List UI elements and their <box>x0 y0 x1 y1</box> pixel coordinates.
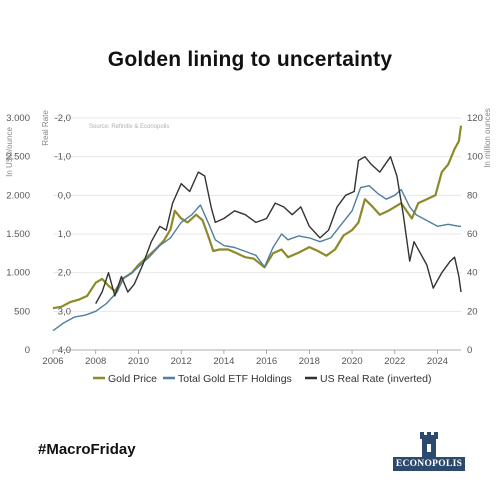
y-right-tick-label: 0 <box>467 345 472 356</box>
tower-icon <box>420 432 438 458</box>
series-layer <box>52 125 463 332</box>
y-inner-tick-label: -2,0 <box>55 113 71 124</box>
series-line-gold-price <box>52 125 463 310</box>
y-left-tick-label: 500 <box>14 306 30 317</box>
logo-text: ECONOPOLIS <box>393 457 465 471</box>
y-right-axis-title: In million ounces <box>483 108 492 168</box>
y-inner-axis-title: Real Rate <box>41 110 50 146</box>
hashtag: #MacroFriday <box>38 441 136 458</box>
axes: 0 4,0 0 500 3,0 20 1.000 2,0 40 1.500 1,0 60 2.000 0,… <box>5 108 492 367</box>
y-right-tick-label: 60 <box>467 229 478 240</box>
y-right-tick-label: 100 <box>467 152 483 163</box>
y-inner-tick-label: 2,0 <box>58 268 71 279</box>
x-tick-label: 2014 <box>213 356 234 367</box>
chart-title: Golden lining to uncertainty <box>107 48 393 71</box>
y-left-tick-label: 1.500 <box>6 229 30 240</box>
y-left-tick-label: 0 <box>25 345 30 356</box>
x-tick-label: 2018 <box>299 356 320 367</box>
x-tick-label: 2006 <box>42 356 63 367</box>
y-left-axis-title: In USD/ounce <box>5 127 14 177</box>
y-inner-tick-label: 3,0 <box>58 306 71 317</box>
x-tick-label: 2012 <box>171 356 192 367</box>
y-left-tick-label: 2.000 <box>6 190 30 201</box>
y-inner-tick-label: 0,0 <box>58 190 71 201</box>
legend: Gold Price Total Gold ETF Holdings US Real… <box>93 373 431 385</box>
grid <box>53 117 461 351</box>
y-right-tick-label: 20 <box>467 306 478 317</box>
y-right-tick-label: 80 <box>467 190 478 201</box>
y-right-tick-label: 120 <box>467 113 483 124</box>
y-right-tick-label: 40 <box>467 268 478 279</box>
econopolis-logo: ECONOPOLIS <box>393 428 465 472</box>
y-inner-tick-label: 1,0 <box>58 229 71 240</box>
source-note: Source: Refinitiv & Econopolis <box>89 124 169 130</box>
legend-label: Total Gold ETF Holdings <box>178 373 292 385</box>
series-line-us-real-rate-inverted <box>95 155 462 304</box>
y-left-tick-label: 3.000 <box>6 113 30 124</box>
y-inner-tick-label: -1,0 <box>55 152 71 163</box>
x-tick-label: 2016 <box>256 356 277 367</box>
x-tick-label: 2008 <box>85 356 106 367</box>
x-tick-label: 2010 <box>128 356 149 367</box>
legend-label: Gold Price <box>108 373 157 385</box>
series-line-total-gold-etf-holdings <box>52 184 461 332</box>
legend-label: US Real Rate (inverted) <box>320 373 431 385</box>
y-inner-tick-label: 4,0 <box>58 345 71 356</box>
y-left-tick-label: 1.000 <box>6 268 30 279</box>
x-tick-label: 2022 <box>384 356 405 367</box>
y-left-tick-label: 2.500 <box>6 152 30 163</box>
x-tick-label: 2020 <box>341 356 362 367</box>
x-tick-label: 2024 <box>427 356 448 367</box>
